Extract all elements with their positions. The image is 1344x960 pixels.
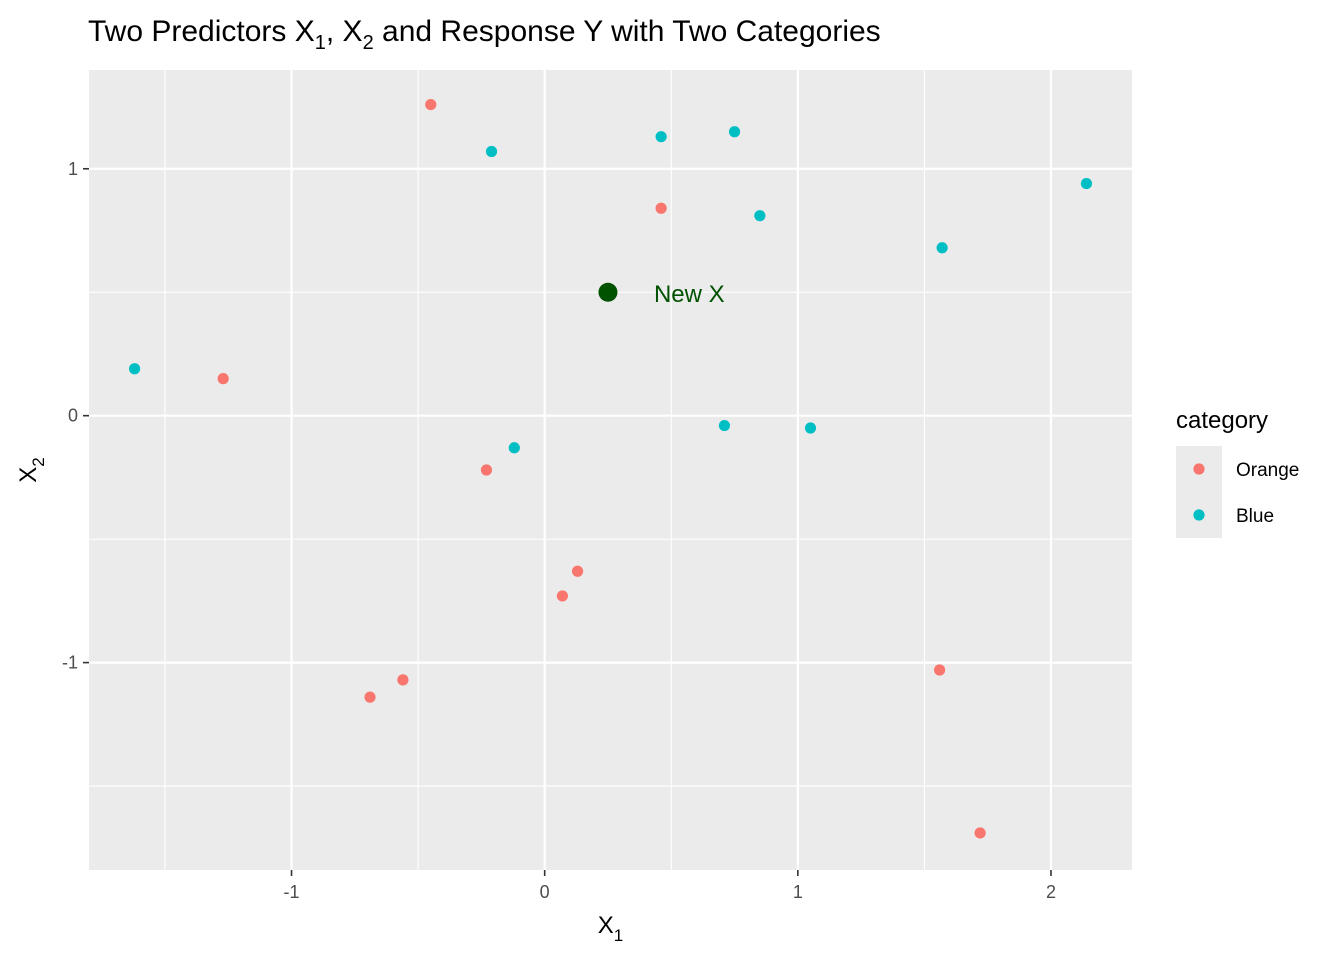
data-point-orange	[364, 691, 376, 703]
data-point-blue	[936, 242, 948, 254]
y-axis-ticks: -1 0 1	[62, 159, 89, 673]
data-point-orange	[974, 827, 986, 839]
x-tick-label: 0	[540, 882, 550, 902]
data-point-orange	[571, 565, 584, 577]
data-point-orange	[425, 98, 437, 111]
annotation: New X	[598, 281, 725, 308]
legend-label-blue: Blue	[1236, 506, 1274, 527]
data-point-orange	[556, 590, 569, 602]
x-axis-ticks: -1 0 1 2	[284, 870, 1056, 902]
y-tick-label: 0	[68, 406, 78, 426]
new-x-label: New X	[654, 281, 725, 308]
new-x-point	[598, 282, 618, 302]
legend: category Orange Blue	[1176, 407, 1299, 538]
data-point-blue	[728, 126, 741, 138]
data-point-orange	[480, 464, 493, 476]
data-point-orange	[655, 202, 667, 214]
legend-swatch-orange	[1193, 463, 1205, 475]
y-tick-label: 1	[68, 159, 78, 179]
x-tick-label: -1	[284, 882, 300, 902]
legend-swatch-blue	[1193, 509, 1205, 521]
data-point-blue	[655, 131, 667, 143]
data-point-blue	[718, 419, 731, 432]
legend-label-orange: Orange	[1236, 460, 1299, 481]
x-tick-label: 2	[1046, 882, 1056, 902]
data-point-blue	[128, 363, 141, 375]
data-point-blue	[754, 210, 766, 222]
y-axis-title: X2	[15, 457, 48, 482]
data-point-orange	[217, 373, 229, 385]
legend-title: category	[1176, 407, 1268, 434]
chart-title: Two Predictors X1, X2 and Response Y wit…	[88, 15, 881, 54]
x-tick-label: 1	[793, 882, 803, 902]
data-point-orange	[397, 674, 409, 686]
data-point-blue	[508, 442, 520, 454]
data-point-blue	[485, 145, 498, 158]
data-point-blue	[804, 422, 817, 434]
y-tick-label: -1	[62, 653, 78, 673]
data-point-orange	[934, 664, 946, 676]
data-points	[128, 98, 1093, 839]
data-point-blue	[1080, 177, 1093, 190]
plot-panel	[89, 70, 1132, 870]
x-axis-title: X1	[598, 912, 623, 945]
major-gridlines	[89, 70, 1132, 870]
